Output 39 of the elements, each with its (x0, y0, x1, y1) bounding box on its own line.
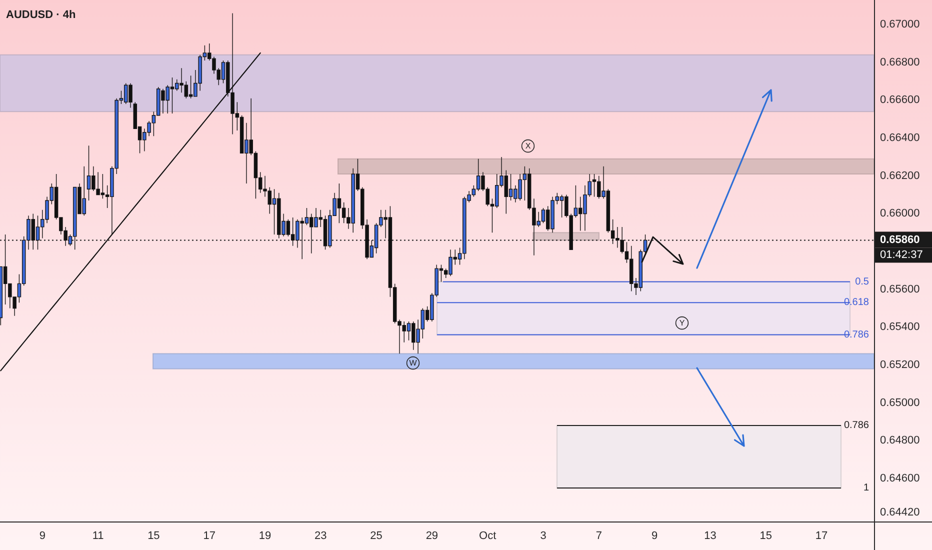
y-tick-label: 0.66600 (880, 94, 920, 106)
annotation: X (525, 142, 532, 150)
y-tick-label: 0.66800 (880, 56, 920, 68)
annotation: 0.786 (844, 420, 870, 432)
annotation: 0.786 (844, 329, 870, 340)
y-tick-label: 0.66400 (880, 132, 920, 144)
x-tick-label: Oct (479, 530, 496, 542)
x-tick-label: 17 (815, 530, 828, 542)
y-tick-label: 0.65000 (880, 396, 920, 409)
x-tick-label: 9 (651, 530, 658, 542)
x-tick-label: 11 (92, 530, 104, 542)
annotation: 0.5 (855, 276, 870, 288)
y-tick-label: 0.65400 (880, 321, 920, 334)
x-tick-label: 29 (426, 530, 438, 542)
text: 01:42:37 (880, 249, 923, 262)
annotation: Y (679, 318, 686, 328)
y-tick-label: 0.66000 (880, 208, 920, 220)
x-tick-label: 15 (148, 530, 160, 542)
x-tick-label: 23 (314, 530, 327, 542)
x-tick-label: 25 (370, 530, 382, 542)
annotation: 1 (863, 482, 870, 494)
y-tick-label: 0.67000 (880, 18, 920, 31)
x-tick-label: 7 (596, 530, 602, 542)
x-tick-label: 17 (203, 530, 216, 542)
y-tick-label: 0.65200 (880, 359, 920, 372)
y-tick-label: 0.65600 (880, 283, 920, 296)
x-tick-label: 19 (258, 530, 272, 542)
y-tick-label: 0.64600 (880, 472, 920, 484)
ref-line-label: 0.65860 (880, 234, 920, 246)
y-tick-label: 0.66200 (880, 170, 920, 182)
x-tick-label: 15 (760, 530, 772, 542)
x-tick-label: 3 (540, 530, 546, 542)
annotation: W (409, 358, 418, 368)
y-tick-label: 0.64800 (880, 434, 920, 447)
y-tick-label: 0.64420 (880, 506, 920, 519)
annotation: 0.618 (844, 297, 870, 308)
x-tick-label: 13 (704, 530, 716, 542)
text: AUDUSD · 4h (6, 9, 76, 21)
x-tick-label: 9 (39, 530, 46, 542)
